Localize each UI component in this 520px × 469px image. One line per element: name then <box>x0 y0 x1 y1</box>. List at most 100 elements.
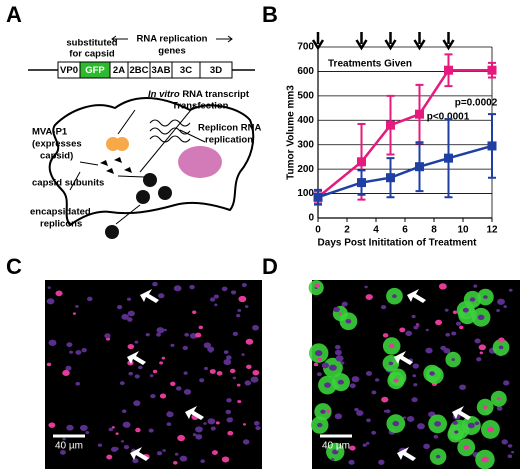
nucleus <box>128 371 134 376</box>
nucleus <box>467 422 475 429</box>
nucleus <box>195 332 202 338</box>
nucleus <box>429 371 435 376</box>
subunit <box>100 157 132 174</box>
nucleus <box>104 333 111 339</box>
nucleus <box>497 298 505 305</box>
nucleus <box>483 295 488 299</box>
nucleus <box>451 358 455 361</box>
nucleus <box>365 294 373 300</box>
nucleus <box>62 437 66 441</box>
nucleus <box>354 407 359 412</box>
label: RNA replication <box>137 34 208 45</box>
nucleus <box>242 423 247 426</box>
nucleus <box>413 325 419 330</box>
nucleus <box>508 288 513 292</box>
arrow <box>397 447 416 461</box>
nucleus <box>121 409 127 414</box>
treatment-arrow <box>413 32 426 51</box>
nucleus <box>75 381 81 386</box>
nucleus <box>213 294 219 299</box>
nucleus <box>65 365 72 371</box>
nucleus <box>48 339 57 346</box>
nucleus <box>501 439 508 445</box>
nucleus <box>371 430 377 435</box>
nucleus <box>86 296 93 302</box>
nucleus <box>477 314 485 321</box>
nucleus <box>412 374 417 378</box>
nucleus <box>150 393 156 399</box>
nucleus <box>452 420 458 425</box>
nucleus <box>116 304 123 310</box>
nucleus <box>161 356 166 360</box>
nucleus <box>170 343 175 347</box>
y-tick-label: 200 <box>297 164 314 175</box>
point <box>487 65 497 75</box>
nucleus <box>335 355 344 362</box>
nucleus <box>507 444 513 448</box>
nucleus <box>198 325 203 330</box>
nucleus <box>433 434 439 439</box>
cell <box>48 97 255 227</box>
replicon <box>136 190 150 204</box>
point <box>357 178 366 188</box>
nucleus <box>253 421 260 426</box>
nucleus <box>226 355 232 360</box>
nucleus <box>393 378 399 383</box>
nucleus <box>455 321 462 326</box>
y-tick-label: 0 <box>308 213 314 224</box>
label: for capsid <box>69 49 115 60</box>
nucleus <box>406 415 415 422</box>
x-tick-label: 8 <box>431 225 437 236</box>
point <box>386 120 395 130</box>
nucleus <box>134 340 139 344</box>
x-tick-label: 12 <box>486 225 498 236</box>
nucleus <box>200 459 205 463</box>
arrow <box>140 289 159 303</box>
nucleus <box>469 297 476 302</box>
arrow <box>69 104 206 225</box>
nucleus <box>385 409 391 414</box>
mva <box>115 137 129 151</box>
nucleus <box>399 327 406 333</box>
nucleus <box>340 361 345 365</box>
nucleus <box>132 458 139 464</box>
nucleus <box>115 432 119 435</box>
nucleus <box>341 301 348 307</box>
micrograph-content: 40 µm <box>308 280 515 469</box>
nucleus <box>170 381 176 386</box>
nucleus <box>75 304 79 308</box>
x-tick-label: 6 <box>402 225 408 236</box>
nucleus <box>215 421 220 425</box>
nucleus <box>173 285 182 292</box>
nucleus <box>134 374 140 379</box>
nucleus <box>149 374 154 378</box>
annotation: Treatments Given <box>328 59 412 70</box>
nucleus <box>388 343 395 349</box>
point <box>415 109 424 119</box>
nucleus <box>362 443 367 447</box>
nucleus <box>69 350 74 354</box>
nucleus <box>476 357 482 362</box>
point <box>487 141 497 151</box>
chart: 0 100 200 300 400 500 600 700 0 2 4 6 8 10 12 Days Post… <box>286 32 498 249</box>
nucleus <box>236 313 241 318</box>
y-axis-label: Tumor Volume mm3 <box>286 85 297 180</box>
nucleus <box>473 284 478 288</box>
nucleus <box>156 327 165 334</box>
nucleus <box>463 445 470 450</box>
nucleus <box>503 380 510 386</box>
nucleus <box>232 331 239 337</box>
nucleus <box>229 417 233 421</box>
arrow <box>407 289 426 303</box>
nucleus <box>162 449 166 452</box>
nucleus <box>365 371 373 376</box>
nucleus <box>133 400 141 407</box>
y-tick-label: 500 <box>297 90 314 101</box>
nucleus <box>252 324 259 331</box>
nucleus <box>138 365 143 370</box>
nucleus <box>203 422 207 425</box>
arrow <box>111 35 233 43</box>
annotation: p=0.0002 <box>455 98 498 109</box>
nucleus <box>156 332 161 337</box>
